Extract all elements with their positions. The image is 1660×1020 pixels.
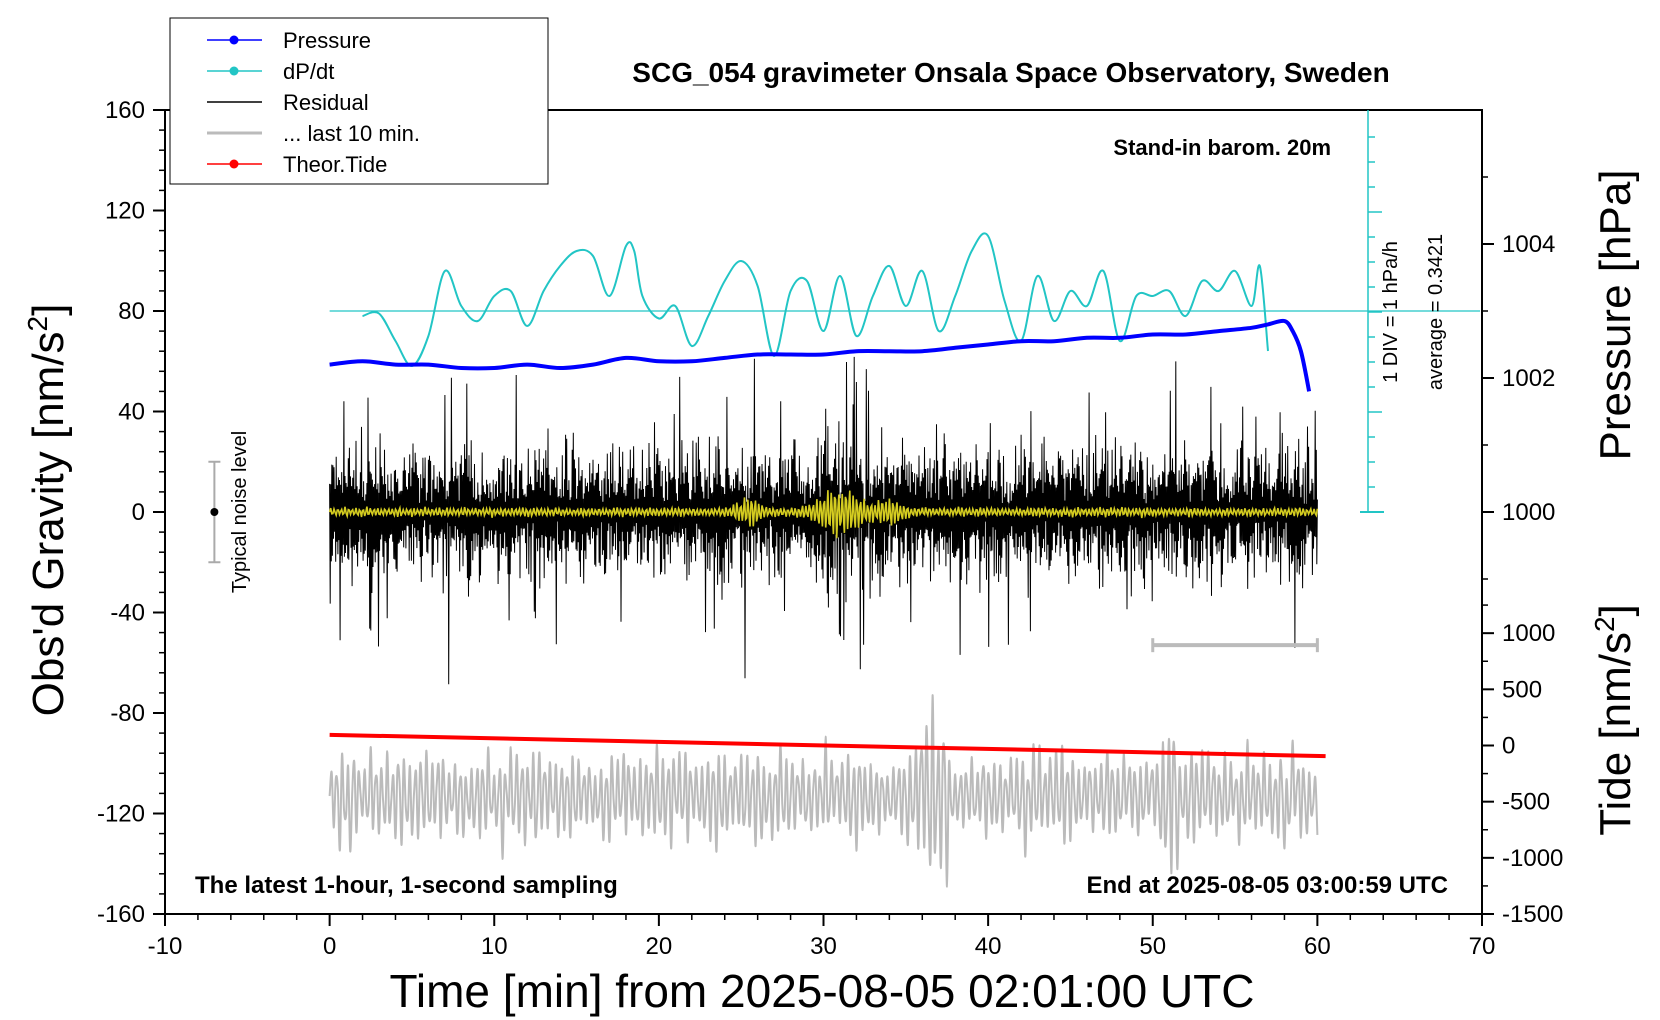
y-tick-label: 120 — [105, 198, 145, 225]
x-axis-title: Time [min] from 2025-08-05 02:01:00 UTC — [390, 965, 1255, 1017]
legend-marker — [229, 35, 239, 45]
legend-marker — [229, 159, 239, 169]
x-tick-label: 0 — [323, 933, 336, 960]
y-tick-label: 0 — [132, 499, 145, 526]
smoothed-residual-line — [328, 490, 1319, 539]
y-axis-pressure: 1004 1002 1000 — [1482, 176, 1555, 580]
y-axis-title-pressure: Pressure [hPa] — [1591, 169, 1640, 460]
legend-label: Pressure — [283, 28, 371, 53]
tide-line — [329, 732, 1326, 759]
y-tick-label: 80 — [118, 298, 145, 325]
last-10-min-line — [328, 694, 1319, 888]
legend-label: dP/dt — [283, 59, 334, 84]
y-axis-title-left: Obs'd Gravity [nm/s2] — [22, 304, 73, 717]
latest-annotation: The latest 1-hour, 1-second sampling — [195, 872, 618, 899]
tide-tick-label: -500 — [1502, 789, 1550, 816]
x-tick-label: -10 — [148, 933, 183, 960]
y-tick-label: -120 — [97, 801, 145, 828]
y-axis-title-tide-sup: 2 — [1589, 616, 1620, 632]
dpdt-line — [362, 232, 1269, 367]
y-axis-title-tide-text: Tide [nm/s — [1591, 632, 1640, 836]
residual-line — [329, 356, 1318, 685]
legend: Pressure dP/dt Residual ... last 10 min. The… — [169, 17, 549, 185]
end-annotation: End at 2025-08-05 03:00:59 UTC — [1087, 872, 1449, 899]
y-axis-title-left-close: ] — [24, 304, 73, 316]
x-tick-label: 20 — [646, 933, 673, 960]
noise-bar-dot — [210, 508, 219, 516]
x-tick-label: 50 — [1139, 933, 1166, 960]
tide-tick-label: 500 — [1502, 676, 1542, 703]
div-annotation: 1 DIV = 1 hPa/h — [1380, 241, 1402, 383]
y-tick-label: 160 — [105, 97, 145, 124]
tide-tick-label: 1000 — [1502, 620, 1555, 647]
noise-annotation: Typical noise level — [229, 431, 251, 593]
tide-tick-label: -1000 — [1502, 845, 1563, 872]
legend-label: Residual — [283, 90, 369, 115]
y-axis-tide: 1000 500 0 -500 -1000 -1500 — [1482, 604, 1563, 928]
y-tick-label: 40 — [118, 399, 145, 426]
y-tick-label: -40 — [110, 600, 145, 627]
tide-tick-label: -1500 — [1502, 901, 1563, 928]
x-tick-label: 40 — [975, 933, 1002, 960]
pressure-tick-label: 1000 — [1502, 499, 1555, 526]
x-tick-label: 10 — [481, 933, 508, 960]
dpdt-scale — [1360, 110, 1384, 513]
barometer-annotation: Stand-in barom. 20m — [1113, 135, 1331, 160]
legend-label: Theor.Tide — [283, 152, 387, 177]
average-annotation: average = 0.3421 — [1425, 234, 1447, 390]
legend-box — [169, 17, 549, 185]
x-axis: -10 0 10 20 30 40 50 60 70 — [148, 914, 1496, 960]
x-tick-label: 60 — [1304, 933, 1331, 960]
x-tick-label: 30 — [810, 933, 837, 960]
pressure-tick-label: 1002 — [1502, 365, 1555, 392]
plot-series — [208, 232, 1480, 888]
y-axis-title-tide: Tide [nm/s2] — [1589, 604, 1640, 836]
y-axis-left: 160 120 80 40 0 -40 -80 -120 -160 — [97, 97, 165, 928]
legend-marker — [229, 66, 239, 76]
tide-tick-label: 0 — [1502, 733, 1515, 760]
x-tick-label: 70 — [1469, 933, 1496, 960]
y-axis-title-tide-close: ] — [1591, 604, 1640, 616]
y-tick-label: -80 — [110, 700, 145, 727]
legend-label: ... last 10 min. — [283, 121, 420, 146]
y-tick-label: -160 — [97, 901, 145, 928]
chart-title: SCG_054 gravimeter Onsala Space Observat… — [632, 57, 1389, 88]
y-axis-title-left-text: Obs'd Gravity [nm/s — [24, 331, 73, 716]
pressure-tick-label: 1004 — [1502, 231, 1555, 258]
pressure-line — [329, 318, 1312, 392]
y-axis-title-left-sup: 2 — [22, 316, 53, 332]
